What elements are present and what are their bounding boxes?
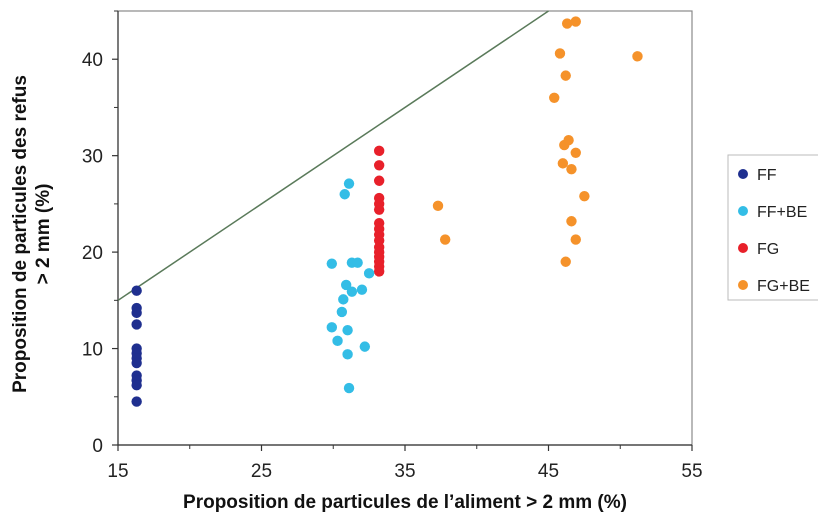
data-point-fg-be <box>570 16 581 27</box>
x-tick-label: 25 <box>251 461 272 482</box>
data-point-ff-be <box>326 258 338 269</box>
data-point-fg-be <box>439 234 451 245</box>
data-point-ff <box>131 307 142 319</box>
data-point-fg-be <box>560 256 571 267</box>
y-tick-label: 0 <box>92 436 103 457</box>
data-point-fg-be <box>570 234 581 245</box>
x-tick-label: 45 <box>538 461 559 482</box>
data-point-fg-be <box>549 92 560 104</box>
data-point-ff-be <box>356 284 368 295</box>
legend-box <box>727 154 818 301</box>
legend-label-fg: FG <box>757 241 779 258</box>
data-point-fg <box>373 175 385 186</box>
data-point-ff-be <box>332 335 343 347</box>
x-axis-title: Proposition de particules de l’aliment >… <box>183 492 627 513</box>
data-point-fg-be <box>566 216 577 227</box>
data-point-fg <box>373 160 385 171</box>
data-point-ff-be <box>342 325 353 336</box>
data-point-fg <box>373 266 385 277</box>
data-point-fg-be <box>557 158 569 169</box>
legend-marker-fg <box>738 243 748 253</box>
y-axis-title-line2: > 2 mm (%) <box>33 184 54 285</box>
y-tick-label: 10 <box>82 340 103 361</box>
data-point-fg-be <box>579 190 590 202</box>
data-point-ff-be <box>343 382 355 394</box>
data-point-ff-be <box>340 279 352 291</box>
data-point-ff-be <box>352 257 363 268</box>
data-point-fg-be <box>561 18 573 29</box>
data-point-ff-be <box>342 349 353 360</box>
data-point-ff-be <box>326 322 338 333</box>
legend: FF FF+BE FG FG+BE <box>727 154 818 301</box>
y-axis-title-line1: Proposition de particules des refus <box>10 75 31 393</box>
x-tick-label: 35 <box>394 461 415 482</box>
data-point-ff <box>131 396 142 407</box>
data-point-ff <box>131 285 142 296</box>
data-point-ff-be <box>359 341 371 352</box>
legend-label-ff-be: FF+BE <box>757 204 807 221</box>
data-point-ff <box>131 380 142 391</box>
x-tick-label: 15 <box>107 461 128 482</box>
data-point-ff <box>131 357 142 369</box>
data-point-fg-be <box>570 147 581 158</box>
data-point-ff <box>131 319 142 330</box>
data-point-fg-be <box>560 70 571 81</box>
data-point-fg-be <box>432 200 444 212</box>
data-point-ff-be <box>343 178 355 189</box>
legend-marker-ff-be <box>738 206 748 216</box>
legend-label-fg-be: FG+BE <box>757 278 810 295</box>
data-point-fg-be <box>632 51 643 62</box>
y-tick-label: 20 <box>82 243 103 264</box>
plot-area <box>117 10 693 446</box>
legend-label-ff: FF <box>757 167 777 184</box>
y-tick-label: 30 <box>82 147 103 168</box>
data-point-fg <box>373 204 385 215</box>
x-tick-label: 55 <box>681 461 702 482</box>
plot-frame <box>117 10 693 446</box>
data-point-ff-be <box>346 286 358 297</box>
y-tick-label: 40 <box>82 50 103 71</box>
legend-marker-fg-be <box>738 280 748 290</box>
data-point-fg-be <box>563 135 574 146</box>
data-point-fg-be <box>554 48 566 59</box>
data-point-ff-be <box>339 189 350 200</box>
data-point-ff-be <box>338 294 349 305</box>
reference-line <box>117 10 549 301</box>
data-point-ff-be <box>336 306 348 318</box>
data-point-fg-be <box>566 163 577 175</box>
data-point-ff-be <box>363 268 375 279</box>
data-point-fg <box>373 145 385 157</box>
legend-marker-ff <box>738 169 748 179</box>
